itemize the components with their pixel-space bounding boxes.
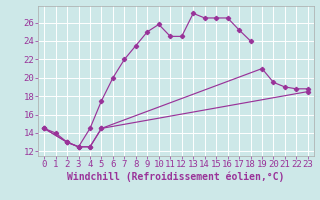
X-axis label: Windchill (Refroidissement éolien,°C): Windchill (Refroidissement éolien,°C): [67, 172, 285, 182]
